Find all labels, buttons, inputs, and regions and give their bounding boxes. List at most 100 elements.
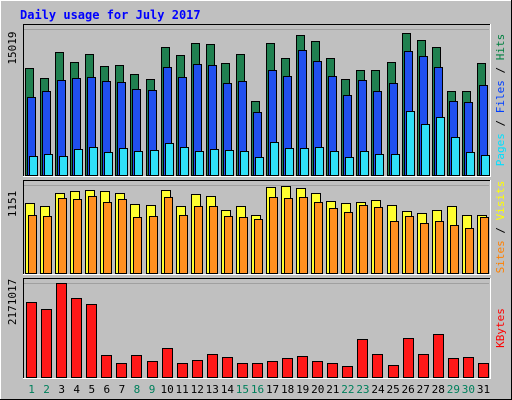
- bar-sites-day-11: [179, 215, 188, 274]
- bar-kbytes-day-31: [478, 363, 489, 378]
- panel-visits-ymax-label: 1151: [6, 191, 19, 218]
- x-tick-label-day-9: 9: [149, 383, 156, 396]
- bar-pages-day-21: [330, 151, 339, 176]
- x-tick-label-day-19: 19: [296, 383, 309, 396]
- bar-sites-day-23: [359, 205, 368, 274]
- bar-kbytes-day-15: [237, 363, 248, 378]
- bar-sites-day-4: [73, 199, 82, 274]
- x-tick-label-day-6: 6: [104, 383, 111, 396]
- bar-sites-day-3: [58, 198, 67, 274]
- bar-sites-day-26: [405, 216, 414, 274]
- bar-pages-day-9: [150, 150, 159, 176]
- bar-pages-day-29: [451, 137, 460, 176]
- bar-sites-day-29: [450, 225, 459, 274]
- series-kbytes: [26, 283, 489, 378]
- bar-sites-day-18: [284, 198, 293, 274]
- legend-separator: /: [494, 60, 507, 80]
- panel-hits: 15019 Pages / Files / Hits: [6, 24, 507, 177]
- x-tick-label-day-2: 2: [43, 383, 50, 396]
- bar-pages-day-8: [134, 151, 143, 176]
- bar-kbytes-day-13: [207, 354, 218, 378]
- bar-sites-day-31: [480, 217, 489, 274]
- legend-entry-sites: Sites: [494, 240, 507, 273]
- x-tick-label-day-26: 26: [402, 383, 415, 396]
- x-axis: 1 2 3 4 5 6 7 8 9 10 11 12 13 14 15 16 17 18 19 20 21 22 23 24 2…: [28, 383, 490, 396]
- bar-sites-day-17: [269, 197, 278, 274]
- x-tick-label-day-11: 11: [176, 383, 189, 396]
- bar-kbytes-day-18: [282, 358, 293, 378]
- bar-sites-day-20: [314, 202, 323, 274]
- bar-sites-day-12: [194, 206, 203, 274]
- bar-kbytes-day-5: [86, 304, 97, 378]
- bar-pages-day-7: [119, 148, 128, 176]
- bar-sites-day-7: [118, 199, 127, 274]
- bar-sites-day-1: [28, 215, 37, 274]
- x-tick-label-day-16: 16: [251, 383, 264, 396]
- bar-kbytes-day-27: [418, 354, 429, 378]
- bar-pages-day-30: [466, 152, 475, 176]
- bar-kbytes-day-6: [101, 355, 112, 378]
- x-tick-label-day-3: 3: [58, 383, 65, 396]
- bar-pages-day-1: [29, 156, 38, 176]
- x-tick-label-day-27: 27: [417, 383, 430, 396]
- bar-sites-day-8: [133, 217, 142, 274]
- x-tick-label-day-21: 21: [326, 383, 339, 396]
- x-tick-label-day-25: 25: [386, 383, 399, 396]
- bar-kbytes-day-11: [177, 363, 188, 378]
- series-pages: [29, 111, 490, 176]
- bar-sites-day-27: [420, 223, 429, 274]
- bar-pages-day-10: [165, 143, 174, 176]
- x-tick-label-day-20: 20: [311, 383, 324, 396]
- bar-pages-day-13: [210, 149, 219, 176]
- bar-pages-day-19: [300, 148, 309, 176]
- x-tick-label-day-14: 14: [221, 383, 235, 396]
- bar-pages-day-16: [255, 157, 264, 176]
- bar-sites-day-28: [435, 221, 444, 274]
- bar-pages-day-4: [74, 149, 83, 176]
- bar-kbytes-day-10: [162, 348, 173, 378]
- bar-pages-day-18: [285, 148, 294, 176]
- bar-kbytes-day-8: [131, 355, 142, 378]
- bar-kbytes-day-9: [147, 361, 158, 378]
- x-tick-label-day-15: 15: [236, 383, 249, 396]
- bar-pages-day-26: [406, 111, 415, 176]
- panel-visits-legend: Sites / Visits: [494, 181, 507, 274]
- bar-pages-day-5: [89, 147, 98, 176]
- x-tick-label-day-7: 7: [119, 383, 126, 396]
- bar-kbytes-day-4: [71, 298, 82, 378]
- panel-kbytes-legend: KBytes: [494, 308, 507, 348]
- bar-kbytes-day-1: [26, 302, 37, 378]
- bar-kbytes-day-28: [433, 334, 444, 378]
- x-tick-label-day-13: 13: [206, 383, 219, 396]
- bar-kbytes-day-12: [192, 360, 203, 378]
- bar-sites-day-9: [149, 216, 158, 274]
- bar-kbytes-day-29: [448, 358, 459, 378]
- x-tick-label-day-1: 1: [28, 383, 35, 396]
- panel-hits-ymax-label: 15019: [6, 31, 19, 64]
- bar-sites-day-14: [224, 216, 233, 274]
- x-tick-label-day-5: 5: [88, 383, 95, 396]
- bar-sites-day-25: [390, 221, 399, 274]
- bar-kbytes-day-25: [388, 365, 399, 378]
- bar-pages-day-2: [44, 154, 53, 176]
- x-tick-label-day-30: 30: [462, 383, 475, 396]
- bar-pages-day-28: [436, 117, 445, 176]
- bar-sites-day-22: [344, 212, 353, 274]
- bar-sites-day-2: [43, 216, 52, 274]
- bar-sites-day-19: [299, 197, 308, 274]
- bar-sites-day-10: [164, 197, 173, 274]
- panel-hits-legend: Pages / Files / Hits: [494, 34, 507, 167]
- x-tick-label-day-23: 23: [356, 383, 369, 396]
- legend-entry-pages: Pages: [494, 133, 507, 166]
- x-tick-label-day-28: 28: [432, 383, 445, 396]
- bar-sites-day-6: [103, 202, 112, 274]
- x-tick-label-day-22: 22: [341, 383, 354, 396]
- bar-kbytes-day-26: [403, 338, 414, 378]
- bar-pages-day-31: [481, 155, 490, 176]
- x-tick-label-day-12: 12: [191, 383, 204, 396]
- bar-pages-day-24: [375, 154, 384, 176]
- bar-sites-day-30: [465, 228, 474, 274]
- legend-entry-kbytes: KBytes: [494, 308, 507, 348]
